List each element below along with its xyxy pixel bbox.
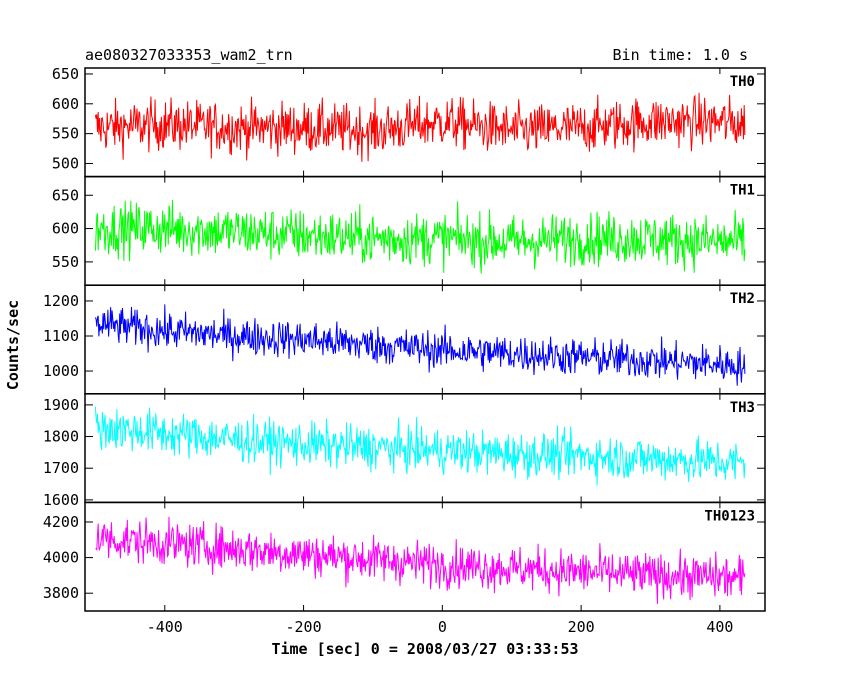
y-axis-label: Counts/sec — [4, 300, 22, 390]
series-th3-line — [94, 406, 746, 486]
panel-label-th0123: TH0123 — [704, 508, 755, 524]
y-tick-label: 550 — [52, 253, 79, 271]
y-tick-label: 1800 — [43, 428, 79, 446]
panel-frame — [84, 175, 766, 286]
y-tick-label: 1600 — [43, 491, 79, 509]
panel-label-th3: TH3 — [730, 400, 755, 416]
panel-frame — [84, 501, 766, 612]
x-tick-label: 0 — [438, 618, 447, 636]
panel-frame — [84, 284, 766, 395]
panel-label-th1: TH1 — [730, 183, 755, 199]
y-tick-label: 600 — [52, 95, 79, 113]
chart-title: ae080327033353_wam2_trn — [85, 46, 293, 64]
x-tick-label: -400 — [147, 618, 183, 636]
series-th0-line — [94, 92, 746, 162]
y-tick-label: 650 — [52, 186, 79, 204]
series-th1-line — [94, 199, 746, 274]
panel-th1: 550 600 650 TH1 — [52, 175, 766, 286]
y-tick-label: 600 — [52, 220, 79, 238]
panel-label-th2: TH2 — [730, 291, 755, 307]
series-th2-line — [94, 304, 746, 386]
y-tick-label: 550 — [52, 125, 79, 143]
series-th0123-line — [95, 516, 746, 604]
y-tick-label: 650 — [52, 65, 79, 83]
x-axis-label: Time [sec] 0 = 2008/03/27 03:33:53 — [271, 640, 578, 658]
y-tick-label: 1000 — [43, 362, 79, 380]
panels-group: 500 550 600 650 TH0 550 600 650 TH1 1000 1100 1200 T… — [43, 65, 766, 612]
bin-time-label: Bin time: 1.0 s — [613, 46, 748, 64]
x-tick-label: 200 — [568, 618, 595, 636]
x-tick-label: -200 — [286, 618, 322, 636]
x-axis: -400 -200 0 200 400 — [147, 618, 734, 636]
panel-th0123: 3800 4000 4200 TH0123 — [43, 501, 766, 612]
panel-th2: 1000 1100 1200 TH2 — [43, 284, 766, 395]
y-tick-label: 500 — [52, 154, 79, 172]
panel-th3: 1600 1700 1800 1900 TH3 — [43, 393, 766, 509]
y-tick-label: 1100 — [43, 327, 79, 345]
y-tick-label: 1900 — [43, 396, 79, 414]
panel-label-th0: TH0 — [730, 74, 755, 90]
x-tick-label: 400 — [706, 618, 733, 636]
y-tick-label: 4200 — [43, 513, 79, 531]
y-tick-label: 1700 — [43, 459, 79, 477]
y-tick-label: 1200 — [43, 292, 79, 310]
y-tick-label: 4000 — [43, 549, 79, 567]
y-tick-label: 3800 — [43, 584, 79, 602]
panel-th0: 500 550 600 650 TH0 — [52, 65, 766, 178]
